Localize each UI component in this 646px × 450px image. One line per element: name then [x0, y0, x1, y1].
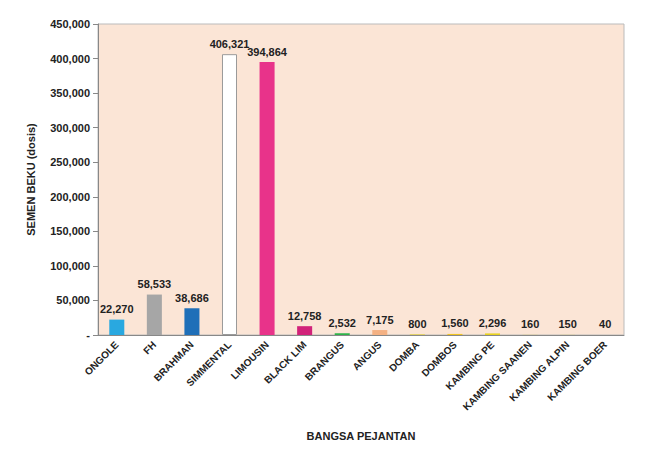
svg-text:406,321: 406,321 — [210, 38, 250, 50]
svg-text:2,532: 2,532 — [328, 317, 356, 329]
svg-text:SIMMENTAL: SIMMENTAL — [184, 339, 233, 388]
svg-text:FH: FH — [141, 339, 158, 356]
svg-text:22,270: 22,270 — [100, 303, 134, 315]
svg-text:1,560: 1,560 — [441, 317, 469, 329]
svg-text:LIMOUSIN: LIMOUSIN — [228, 339, 271, 382]
svg-text:150,000: 150,000 — [50, 225, 90, 237]
svg-text:BLACK LIM: BLACK LIM — [262, 339, 309, 386]
svg-text:KAMBING ALPIN: KAMBING ALPIN — [507, 339, 572, 404]
svg-text:ONGOLE: ONGOLE — [82, 339, 121, 378]
svg-text:394,864: 394,864 — [247, 46, 288, 58]
svg-text:450,000: 450,000 — [50, 18, 90, 30]
svg-text:BRAHMAN: BRAHMAN — [151, 339, 196, 384]
svg-text:250,000: 250,000 — [50, 156, 90, 168]
svg-text:50,000: 50,000 — [56, 294, 90, 306]
svg-text:-: - — [86, 329, 90, 341]
svg-text:12,758: 12,758 — [288, 310, 322, 322]
svg-text:DOMBOS: DOMBOS — [419, 339, 459, 379]
svg-text:2,296: 2,296 — [479, 317, 507, 329]
svg-text:BRANGUS: BRANGUS — [303, 339, 347, 383]
svg-text:400,000: 400,000 — [50, 53, 90, 65]
svg-text:38,686: 38,686 — [175, 292, 209, 304]
svg-text:200,000: 200,000 — [50, 191, 90, 203]
svg-text:KAMBING PE: KAMBING PE — [443, 339, 497, 392]
svg-text:KAMBING SAANEN: KAMBING SAANEN — [461, 339, 534, 412]
svg-text:7,175: 7,175 — [366, 314, 394, 326]
svg-text:350,000: 350,000 — [50, 87, 90, 99]
svg-text:40: 40 — [599, 318, 611, 330]
svg-text:800: 800 — [408, 318, 426, 330]
svg-text:300,000: 300,000 — [50, 122, 90, 134]
svg-text:100,000: 100,000 — [50, 260, 90, 272]
svg-text:ANGUS: ANGUS — [350, 339, 384, 373]
svg-text:58,533: 58,533 — [138, 278, 172, 290]
svg-text:KAMBING BOER: KAMBING BOER — [545, 339, 609, 403]
svg-text:160: 160 — [521, 318, 539, 330]
svg-text:DOMBA: DOMBA — [387, 339, 421, 373]
svg-text:SEMEN BEKU (dosis): SEMEN BEKU (dosis) — [25, 123, 37, 236]
svg-text:150: 150 — [558, 318, 576, 330]
svg-text:BANGSA PEJANTAN: BANGSA PEJANTAN — [307, 430, 416, 442]
